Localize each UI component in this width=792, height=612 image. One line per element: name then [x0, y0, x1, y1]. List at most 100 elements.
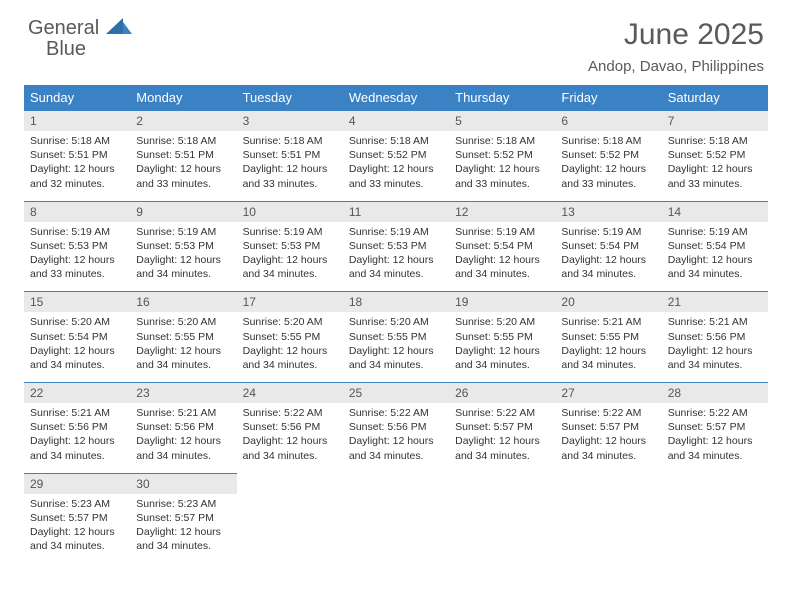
sunrise-line: Sunrise: 5:18 AM [455, 134, 549, 148]
day-number: 9 [130, 202, 236, 222]
day-data: Sunrise: 5:18 AMSunset: 5:52 PMDaylight:… [662, 131, 768, 201]
daylight-line: Daylight: 12 hours and 34 minutes. [349, 344, 443, 372]
sunrise-line: Sunrise: 5:23 AM [30, 497, 124, 511]
day-number: 29 [24, 474, 130, 494]
daylight-line: Daylight: 12 hours and 33 minutes. [455, 162, 549, 190]
weekday-header: Friday [555, 85, 661, 111]
day-number: 16 [130, 292, 236, 312]
calendar-day-cell: 29Sunrise: 5:23 AMSunset: 5:57 PMDayligh… [24, 473, 130, 563]
calendar-week-row: 22Sunrise: 5:21 AMSunset: 5:56 PMDayligh… [24, 383, 768, 474]
calendar-day-cell: 27Sunrise: 5:22 AMSunset: 5:57 PMDayligh… [555, 383, 661, 474]
day-number: 30 [130, 474, 236, 494]
day-number: 22 [24, 383, 130, 403]
day-data: Sunrise: 5:21 AMSunset: 5:55 PMDaylight:… [555, 312, 661, 382]
daylight-line: Daylight: 12 hours and 33 minutes. [561, 162, 655, 190]
day-data: Sunrise: 5:19 AMSunset: 5:53 PMDaylight:… [343, 222, 449, 292]
day-data: Sunrise: 5:19 AMSunset: 5:53 PMDaylight:… [130, 222, 236, 292]
calendar-week-row: 8Sunrise: 5:19 AMSunset: 5:53 PMDaylight… [24, 201, 768, 292]
day-data: Sunrise: 5:23 AMSunset: 5:57 PMDaylight:… [130, 494, 236, 564]
calendar-day-cell: 5Sunrise: 5:18 AMSunset: 5:52 PMDaylight… [449, 111, 555, 202]
logo-word1: General [28, 17, 99, 39]
calendar-day-cell: 7Sunrise: 5:18 AMSunset: 5:52 PMDaylight… [662, 111, 768, 202]
sunrise-line: Sunrise: 5:22 AM [668, 406, 762, 420]
daylight-line: Daylight: 12 hours and 34 minutes. [349, 253, 443, 281]
day-data: Sunrise: 5:18 AMSunset: 5:52 PMDaylight:… [343, 131, 449, 201]
sunset-line: Sunset: 5:55 PM [243, 330, 337, 344]
sunrise-line: Sunrise: 5:18 AM [30, 134, 124, 148]
sunset-line: Sunset: 5:57 PM [668, 420, 762, 434]
calendar-day-cell: 28 Sunrise: 5:22 AMSunset: 5:57 PMDayligh… [662, 383, 768, 474]
sunrise-line: Sunrise: 5:18 AM [561, 134, 655, 148]
sunset-line: Sunset: 5:56 PM [136, 420, 230, 434]
calendar-week-row: 1Sunrise: 5:18 AMSunset: 5:51 PMDaylight… [24, 111, 768, 202]
day-number: 25 [343, 383, 449, 403]
calendar-day-cell [343, 473, 449, 563]
daylight-line: Daylight: 12 hours and 34 minutes. [136, 344, 230, 372]
day-data: Sunrise: 5:22 AMSunset: 5:57 PMDaylight:… [449, 403, 555, 473]
day-number: 2 [130, 111, 236, 131]
sunrise-line: Sunrise: 5:20 AM [455, 315, 549, 329]
daylight-line: Daylight: 12 hours and 34 minutes. [30, 434, 124, 462]
daylight-line: Daylight: 12 hours and 34 minutes. [243, 434, 337, 462]
day-number: 28 [662, 383, 768, 403]
calendar-day-cell: 22 Sunrise: 5:21 AMSunset: 5:56 PMDayligh… [24, 383, 130, 474]
day-data: Sunrise: 5:21 AMSunset: 5:56 PMDaylight:… [662, 312, 768, 382]
day-number: 6 [555, 111, 661, 131]
daylight-line: Daylight: 12 hours and 33 minutes. [349, 162, 443, 190]
day-number: 13 [555, 202, 661, 222]
sunrise-line: Sunrise: 5:21 AM [136, 406, 230, 420]
sunrise-line: Sunrise: 5:20 AM [243, 315, 337, 329]
sunset-line: Sunset: 5:55 PM [455, 330, 549, 344]
daylight-line: Daylight: 12 hours and 34 minutes. [455, 253, 549, 281]
day-data: Sunrise: 5:18 AMSunset: 5:52 PMDaylight:… [555, 131, 661, 201]
day-number: 24 [237, 383, 343, 403]
sunrise-line: Sunrise: 5:22 AM [561, 406, 655, 420]
daylight-line: Daylight: 12 hours and 33 minutes. [243, 162, 337, 190]
sunset-line: Sunset: 5:56 PM [30, 420, 124, 434]
sunset-line: Sunset: 5:55 PM [349, 330, 443, 344]
sunset-line: Sunset: 5:52 PM [349, 148, 443, 162]
sunrise-line: Sunrise: 5:19 AM [243, 225, 337, 239]
day-number: 8 [24, 202, 130, 222]
logo: General Blue [28, 18, 132, 60]
day-number: 20 [555, 292, 661, 312]
daylight-line: Daylight: 12 hours and 34 minutes. [136, 253, 230, 281]
daylight-line: Daylight: 12 hours and 34 minutes. [561, 253, 655, 281]
daylight-line: Daylight: 12 hours and 33 minutes. [668, 162, 762, 190]
calendar-day-cell [662, 473, 768, 563]
calendar-day-cell: 19Sunrise: 5:20 AMSunset: 5:55 PMDayligh… [449, 292, 555, 383]
location-text: Andop, Davao, Philippines [588, 58, 764, 75]
sunrise-line: Sunrise: 5:21 AM [30, 406, 124, 420]
sunrise-line: Sunrise: 5:19 AM [349, 225, 443, 239]
calendar-day-cell: 20Sunrise: 5:21 AMSunset: 5:55 PMDayligh… [555, 292, 661, 383]
daylight-line: Daylight: 12 hours and 34 minutes. [243, 344, 337, 372]
day-number: 27 [555, 383, 661, 403]
daylight-line: Daylight: 12 hours and 34 minutes. [668, 253, 762, 281]
day-data: Sunrise: 5:22 AMSunset: 5:57 PMDaylight:… [555, 403, 661, 473]
calendar-day-cell: 2Sunrise: 5:18 AMSunset: 5:51 PMDaylight… [130, 111, 236, 202]
calendar-day-cell: 26Sunrise: 5:22 AMSunset: 5:57 PMDayligh… [449, 383, 555, 474]
calendar-day-cell: 11Sunrise: 5:19 AMSunset: 5:53 PMDayligh… [343, 201, 449, 292]
calendar-day-cell: 6Sunrise: 5:18 AMSunset: 5:52 PMDaylight… [555, 111, 661, 202]
sunrise-line: Sunrise: 5:20 AM [349, 315, 443, 329]
calendar-week-row: 15Sunrise: 5:20 AMSunset: 5:54 PMDayligh… [24, 292, 768, 383]
sunset-line: Sunset: 5:54 PM [561, 239, 655, 253]
header: General Blue June 2025 Andop, Davao, Phi… [0, 0, 792, 75]
calendar-day-cell: 21Sunrise: 5:21 AMSunset: 5:56 PMDayligh… [662, 292, 768, 383]
day-number: 10 [237, 202, 343, 222]
day-number: 21 [662, 292, 768, 312]
calendar-day-cell [237, 473, 343, 563]
daylight-line: Daylight: 12 hours and 34 minutes. [668, 434, 762, 462]
sunrise-line: Sunrise: 5:19 AM [668, 225, 762, 239]
calendar-day-cell: 10Sunrise: 5:19 AMSunset: 5:53 PMDayligh… [237, 201, 343, 292]
sunrise-line: Sunrise: 5:22 AM [349, 406, 443, 420]
calendar-day-cell: 3Sunrise: 5:18 AMSunset: 5:51 PMDaylight… [237, 111, 343, 202]
weekday-header: Tuesday [237, 85, 343, 111]
calendar-table: SundayMondayTuesdayWednesdayThursdayFrid… [24, 85, 768, 563]
day-number: 19 [449, 292, 555, 312]
sunrise-line: Sunrise: 5:19 AM [136, 225, 230, 239]
daylight-line: Daylight: 12 hours and 34 minutes. [30, 344, 124, 372]
daylight-line: Daylight: 12 hours and 32 minutes. [30, 162, 124, 190]
day-data: Sunrise: 5:20 AMSunset: 5:54 PMDaylight:… [24, 312, 130, 382]
sunrise-line: Sunrise: 5:21 AM [668, 315, 762, 329]
